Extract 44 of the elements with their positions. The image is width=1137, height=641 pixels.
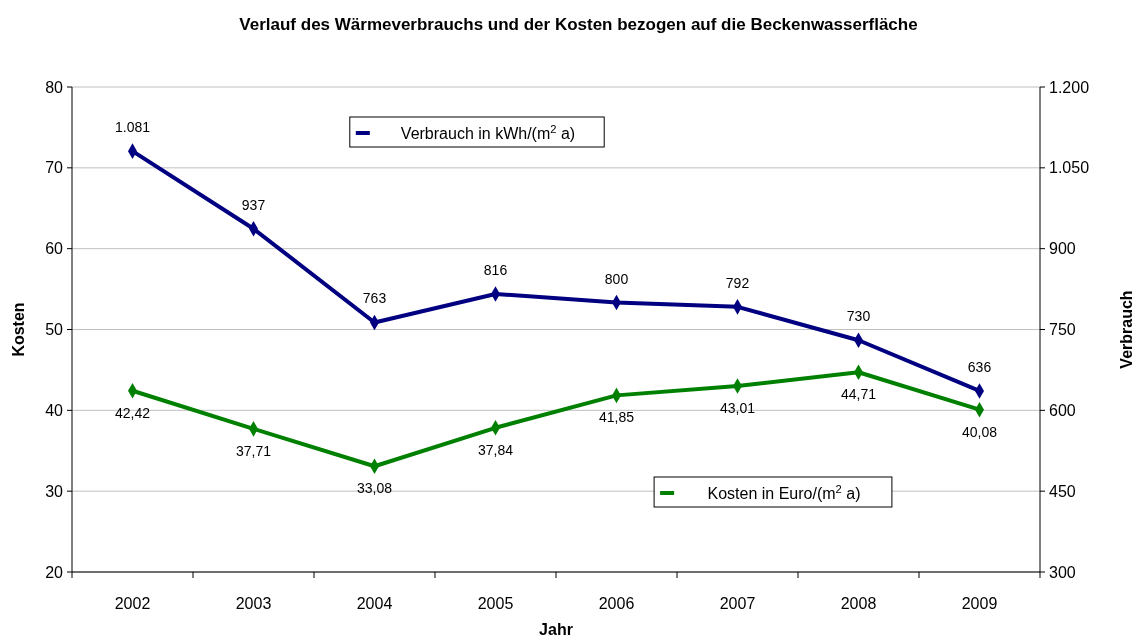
y2-tick-label: 300 [1049,563,1076,581]
y-tick-label: 30 [45,482,64,500]
y-tick-label: 60 [45,240,64,258]
data-label: 792 [725,274,750,291]
data-label: 44,71 [840,386,877,403]
x-tick-label: 2003 [235,595,272,612]
data-label: 42,42 [114,404,151,421]
data-label: 937 [241,196,266,213]
data-label: 800 [604,270,629,287]
y2-tick-label: 450 [1049,482,1076,500]
y-tick-label: 70 [45,159,64,177]
data-label: 763 [362,290,387,307]
y2-axis-title: Verbrauch [1118,290,1135,369]
legend-label: Kosten in Euro/(m$^{2}$ a) [707,482,861,502]
legend-label: Verbrauch in kWh/(m$^{2}$ a) [400,122,576,142]
x-tick-label: 2004 [356,595,393,612]
x-tick-label: 2005 [477,595,514,612]
x-tick-label: 2006 [598,595,635,612]
x-tick-label: 2007 [719,595,756,612]
y2-tick-label: 900 [1049,240,1076,258]
data-label: 730 [846,308,871,325]
y2-tick-label: 1.050 [1049,159,1090,177]
data-label: 1.081 [114,119,151,136]
y2-tick-label: 600 [1049,401,1076,419]
y2-tick-label: 1.200 [1049,78,1090,96]
y-tick-label: 50 [45,321,64,339]
x-axis-title: Jahr [539,621,573,638]
data-label: 37,84 [477,441,514,458]
x-tick-label: 2009 [961,595,998,612]
y2-tick-label: 750 [1049,321,1076,339]
chart-title: Verlauf des Wärmeverbrauchs und der Kosten bezogen auf die Beckenwasserfläche [239,15,918,34]
data-label: 40,08 [961,423,998,440]
data-label: 41,85 [598,409,635,426]
x-tick-label: 2002 [114,595,151,612]
data-label: 816 [483,261,508,278]
data-label: 43,01 [719,400,756,416]
x-tick-label: 2008 [840,595,877,612]
y-tick-label: 80 [45,78,64,96]
data-label: 33,08 [356,480,393,497]
y-tick-label: 20 [45,563,64,581]
data-label: 37,71 [235,442,272,459]
y-axis-title: Kosten [10,302,27,357]
y-tick-label: 40 [45,401,64,419]
data-label: 636 [967,358,992,375]
